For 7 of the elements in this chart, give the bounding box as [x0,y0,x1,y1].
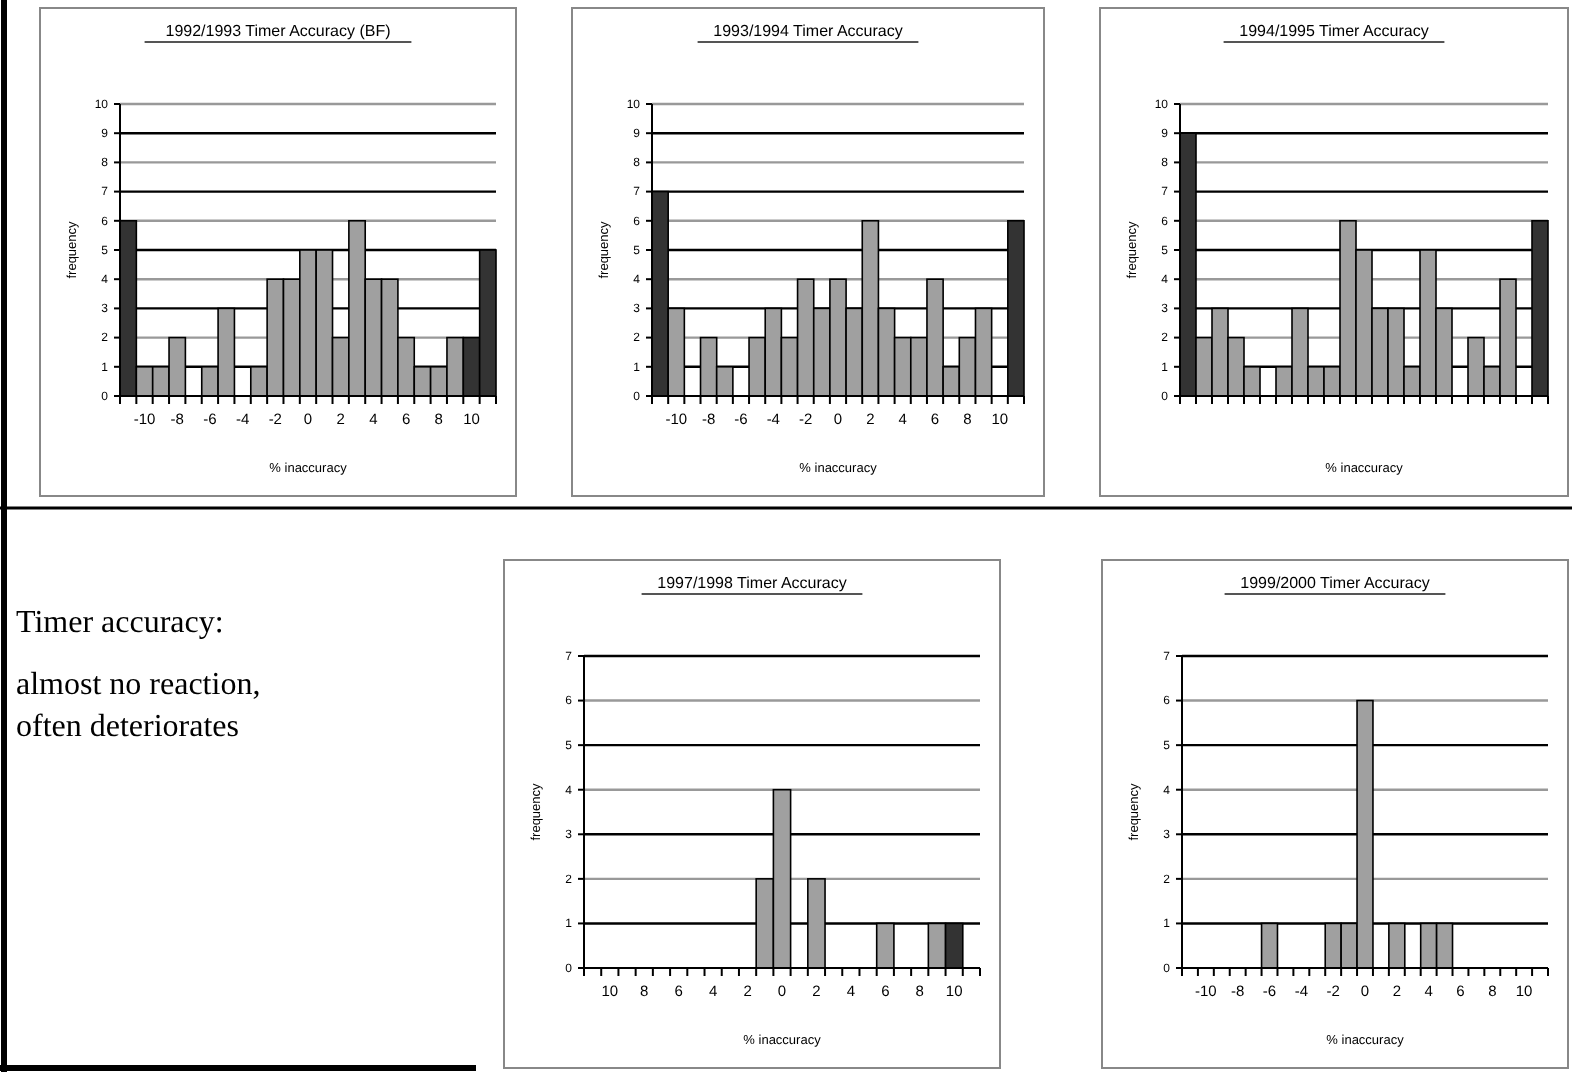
chart-title: 1993/1994 Timer Accuracy [713,22,903,40]
text: Timer accuracy: [16,606,224,640]
chart-title: 1999/2000 Timer Accuracy [1240,574,1430,592]
chart-title: 1997/1998 Timer Accuracy [657,574,847,592]
text: almost no reaction, often deteriorates [16,668,261,744]
chart-title: 1994/1995 Timer Accuracy [1239,22,1429,40]
chart-title: 1992/1993 Timer Accuracy (BF) [165,22,392,40]
